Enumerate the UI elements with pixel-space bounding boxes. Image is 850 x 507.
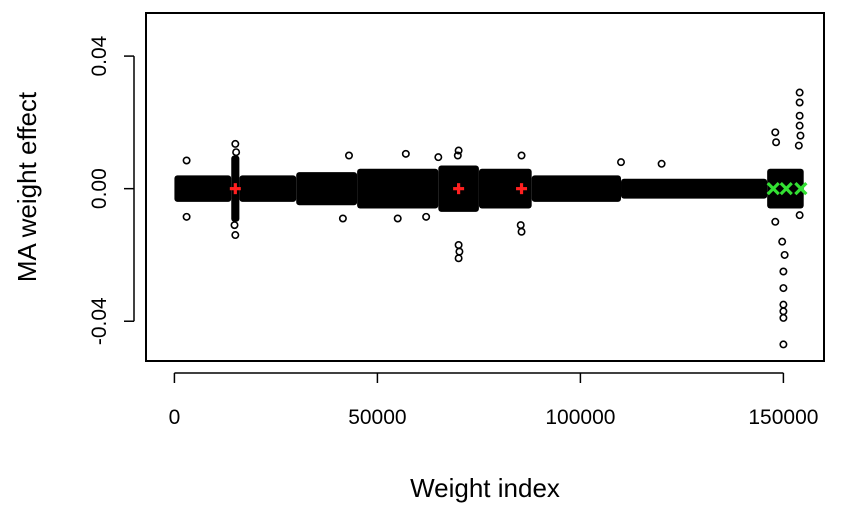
data-point	[779, 313, 788, 322]
data-point	[771, 128, 780, 137]
plot-frame	[145, 12, 825, 362]
data-point	[779, 307, 788, 316]
plus-marker-0	[229, 183, 241, 195]
data-point	[780, 250, 789, 259]
cross-marker-5	[794, 182, 808, 196]
outlier-points	[182, 88, 805, 349]
x-axis-title: Weight index	[410, 473, 560, 503]
data-point	[422, 212, 431, 221]
x-tick-label: 50000	[348, 406, 406, 429]
data-point	[779, 340, 788, 349]
y-axis: -0.04 0.00 0.04	[88, 35, 135, 345]
data-point	[454, 146, 463, 155]
point-band-0	[174, 175, 232, 202]
data-point	[795, 98, 804, 107]
data-point	[517, 227, 526, 236]
y-tick-label: 0.04	[88, 35, 111, 76]
point-band-6	[478, 168, 532, 209]
point-band-2	[239, 175, 297, 202]
data-point	[779, 284, 788, 293]
data-point	[778, 237, 787, 246]
data-point	[795, 211, 804, 220]
data-point	[796, 131, 805, 140]
data-point	[772, 138, 781, 147]
data-point	[454, 241, 463, 250]
data-point	[779, 300, 788, 309]
data-point	[795, 121, 804, 130]
data-point	[657, 159, 666, 168]
y-tick-label: 0.00	[88, 168, 111, 209]
data-point	[338, 214, 347, 223]
data-point	[517, 151, 526, 160]
cross-marker-3	[766, 182, 780, 196]
data-point	[516, 221, 525, 230]
highlight-markers	[229, 182, 808, 196]
data-point	[231, 231, 240, 240]
point-band-3	[296, 172, 358, 206]
x-axis: 0 50000 100000 150000	[169, 372, 818, 429]
data-point	[794, 141, 803, 150]
data-point	[617, 158, 626, 167]
x-tick-label: 150000	[748, 406, 818, 429]
data-point	[230, 221, 239, 230]
data-point	[182, 156, 191, 165]
x-tick-label: 0	[169, 406, 181, 429]
data-point	[779, 267, 788, 276]
data-point	[344, 151, 353, 160]
data-point	[182, 212, 191, 221]
data-point	[393, 214, 402, 223]
data-point	[401, 149, 410, 158]
data-point	[232, 148, 241, 157]
point-cloud-bands	[174, 155, 804, 222]
y-tick-label: -0.04	[88, 297, 111, 345]
data-point	[795, 88, 804, 97]
x-tick-label: 100000	[545, 406, 615, 429]
data-point	[434, 153, 443, 162]
data-point	[771, 217, 780, 226]
data-point	[455, 247, 464, 256]
data-point	[454, 254, 463, 263]
point-band-8	[621, 178, 768, 199]
data-point	[231, 139, 240, 148]
data-point	[453, 151, 462, 160]
cross-marker-4	[779, 182, 793, 196]
plus-marker-1	[453, 183, 465, 195]
point-band-4	[357, 168, 439, 209]
y-axis-title: MA weight effect	[12, 91, 42, 282]
data-point	[795, 111, 804, 120]
plus-marker-2	[516, 183, 528, 195]
point-band-7	[531, 175, 622, 202]
